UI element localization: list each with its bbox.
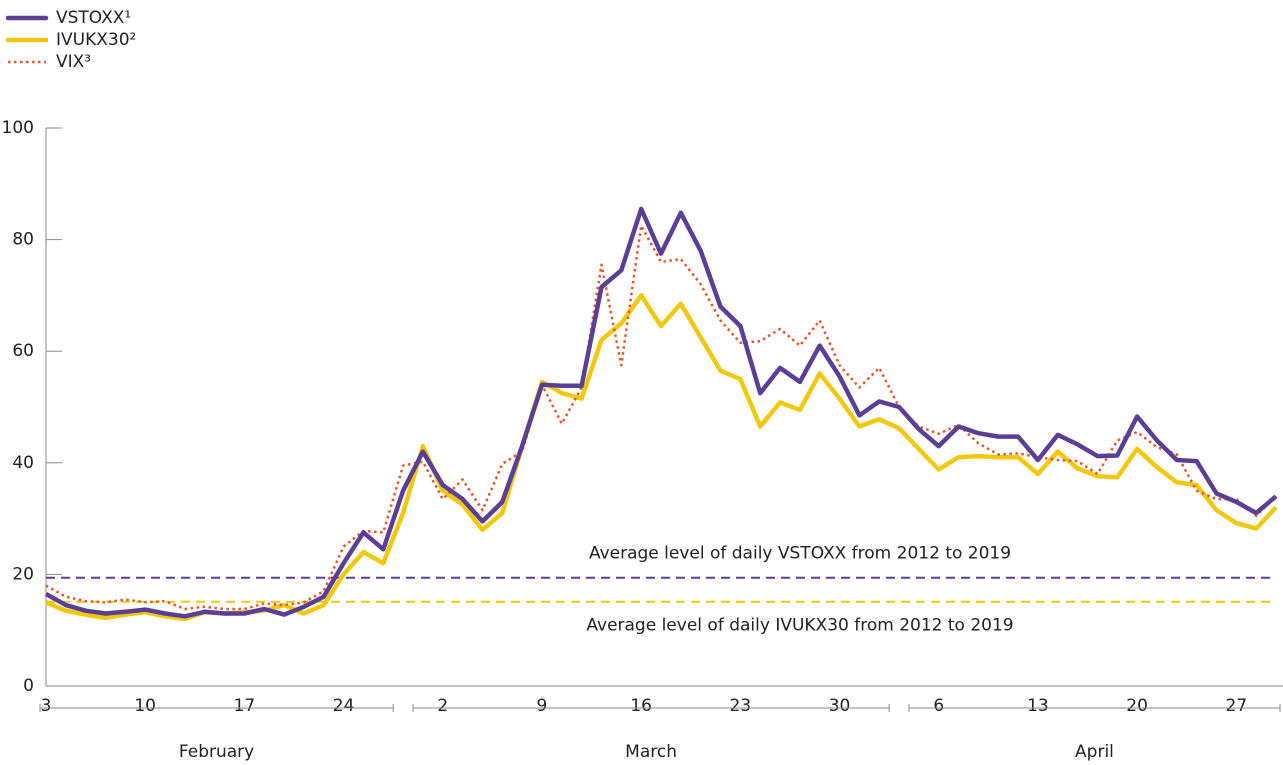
reference-label: Average level of daily IVUKX30 from 2012… xyxy=(586,616,1013,636)
group-label: March xyxy=(625,742,677,762)
series-line xyxy=(44,206,1278,619)
series-line xyxy=(45,224,1277,611)
x-tick-label: 20 xyxy=(1126,696,1148,716)
y-tick-label: 60 xyxy=(12,341,34,361)
x-tick-label: 16 xyxy=(630,696,652,716)
x-tick-label: 10 xyxy=(134,696,156,716)
x-tick-label: 27 xyxy=(1226,696,1248,716)
x-tick-label: 9 xyxy=(537,696,548,716)
legend-label: VSTOXX¹ xyxy=(56,8,131,28)
y-tick-label: 100 xyxy=(2,118,34,138)
legend-label: IVUKX30² xyxy=(56,30,136,50)
y-tick-label: 80 xyxy=(12,230,34,250)
y-tick-label: 0 xyxy=(23,676,34,696)
series-line xyxy=(45,293,1278,622)
x-tick-label: 30 xyxy=(829,696,851,716)
group-label: April xyxy=(1075,742,1114,762)
y-tick-label: 40 xyxy=(12,453,34,473)
x-tick-label: 13 xyxy=(1027,696,1049,716)
x-tick-label: 23 xyxy=(730,696,752,716)
x-tick-label: 2 xyxy=(437,696,448,716)
reference-label: Average level of daily VSTOXX from 2012 … xyxy=(589,544,1011,564)
x-tick-label: 17 xyxy=(234,696,256,716)
x-tick-label: 3 xyxy=(41,696,52,716)
y-tick-label: 20 xyxy=(12,564,34,584)
legend-label: VIX³ xyxy=(56,52,91,72)
group-label: February xyxy=(179,742,254,762)
x-tick-label: 6 xyxy=(933,696,944,716)
x-tick-label: 24 xyxy=(333,696,355,716)
